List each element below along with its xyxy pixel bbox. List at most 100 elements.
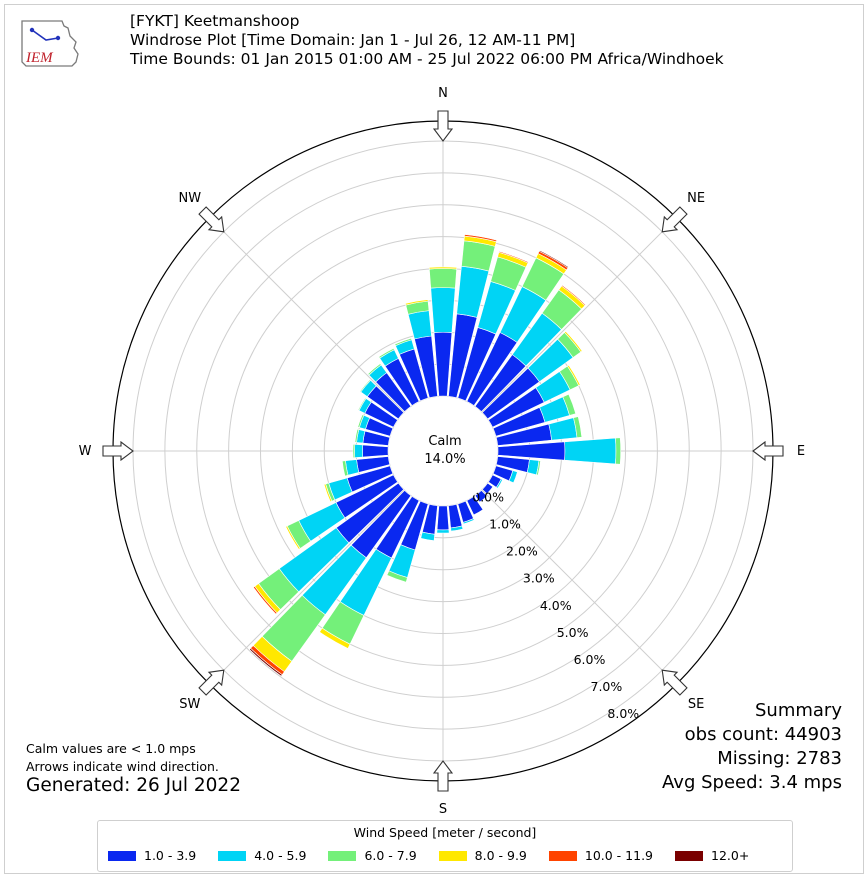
direction-label: E [797,444,805,459]
legend-label: 12.0+ [711,848,750,863]
legend-item: 8.0 - 9.9 [438,848,527,863]
direction-label: NE [687,191,705,206]
windrose-bar-segment [466,496,484,516]
direction-arrow-icon [198,669,225,696]
legend-item: 4.0 - 5.9 [218,848,306,863]
windrose-bar-segment [420,531,436,541]
windrose-bar-segment [248,647,283,677]
grid-spoke [209,217,405,413]
grid-spoke [481,217,677,413]
radial-tick-label: 5.0% [557,625,589,640]
legend-title: Wind Speed [meter / second] [353,825,537,840]
windrose-bar-segment [474,489,488,503]
chart-title-domain: Windrose Plot [Time Domain: Jan 1 - Jul … [130,31,576,49]
summary-missing: Missing: 2783 [717,748,842,769]
direction-arrow-icon [661,669,688,696]
legend-swatch [218,850,247,861]
windrose-bar-segment [354,444,364,458]
windrose-bar-segment [323,483,333,503]
calm-center: Calm 14.0% [389,397,497,505]
radial-tick-label: 2.0% [506,544,538,559]
direction-labels: N NE E SE S SW W NW [79,86,806,817]
chart-title-station: [FYKT] Keetmanshoop [130,12,300,30]
windrose-bar-segment [436,529,450,534]
windrose-bar-segment [564,437,617,465]
windrose-bar-segment [538,249,569,269]
radial-tick-label: 8.0% [607,706,639,721]
windrose-bar-segment [359,379,371,393]
radial-tick-label: 6.0% [574,652,606,667]
direction-arrow-icon [102,440,134,462]
arrow-note: Arrows indicate wind direction. [26,759,219,774]
windrose-bar-segment [508,470,518,484]
windrose-bar-segment [562,393,577,416]
direction-arrow-icon [432,110,454,142]
windrose-bar-segment [354,428,360,443]
legend-swatch [675,850,703,861]
chart-title-bounds: Time Bounds: 01 Jan 2015 01:00 AM - 25 J… [130,50,724,68]
windrose-bar-segment [464,234,498,243]
windrose-bar-segment [462,518,475,525]
legend-swatch [328,850,357,861]
direction-arrow-icon [661,206,688,233]
windrose-bar-segment [481,482,494,495]
legend-label: 10.0 - 11.9 [584,848,653,863]
legend-label: 4.0 - 5.9 [254,848,307,863]
windrose-bar-segment [567,364,581,387]
legend-swatch [438,850,467,861]
calm-circle [389,397,497,505]
windrose-bar-segment [386,570,408,583]
grid-spoke [481,489,677,685]
grid-spoke [209,489,405,685]
windrose-bar-segment [341,460,349,477]
windrose-bar-segment [357,414,365,428]
calm-label: Calm [428,434,461,449]
direction-label: NW [179,191,202,206]
windrose-bars [248,234,622,677]
direction-label: W [79,444,92,459]
windrose-bar-segment [352,443,356,459]
direction-arrow-icon [198,206,225,233]
legend-item: 10.0 - 11.9 [548,848,653,863]
radial-tick-label: 1.0% [489,517,521,532]
legend-item: 12.0+ [675,848,749,863]
windrose-bar-segment [564,330,583,353]
windrose-bar-segment [495,478,504,489]
radial-tick-label: 4.0% [540,598,572,613]
windrose-bar-segment [436,505,450,531]
radial-tick-label: 3.0% [523,571,555,586]
legend-item: 1.0 - 3.9 [108,848,196,863]
legend-items: 1.0 - 3.9 4.0 - 5.9 6.0 - 7.9 8.0 - 9.9 10.0… [108,848,771,863]
windrose-bar-segment [405,299,429,306]
legend-label: 8.0 - 9.9 [474,848,527,863]
windrose-bar-segment [536,460,541,476]
direction-arrow-icon [752,440,784,462]
windrose-bar-segment [362,444,389,458]
windrose-bar-segment [430,287,456,333]
legend-swatch [548,850,577,861]
svg-text:IEM: IEM [25,50,54,66]
summary-heading: Summary [755,700,842,721]
direction-label: N [438,86,448,101]
windrose-bar-segment [367,363,382,376]
windrose-bar-segment [428,266,458,270]
windrose-bar-segment [450,525,464,532]
windrose-bar-segment [615,437,622,465]
calm-value: 14.0% [424,452,465,467]
direction-label: SW [179,697,200,712]
legend-label: 6.0 - 7.9 [364,848,417,863]
windrose-bar-segment [394,337,413,347]
direction-arrow-icon [432,760,454,792]
summary-obs-count: obs count: 44903 [684,724,842,745]
radial-tick-label: 0.0% [472,490,504,505]
windrose-bar-segment [319,627,351,649]
radial-tick-label: 7.0% [591,679,623,694]
legend: Wind Speed [meter / second] 1.0 - 3.9 4.0… [97,820,793,872]
windrose-bar-segment [285,525,301,550]
calm-note: Calm values are < 1.0 mps [26,741,196,756]
windrose-bar-segment [378,347,395,359]
summary-avg-speed: Avg Speed: 3.4 mps [662,772,842,793]
legend-swatch [108,850,136,861]
iem-logo: IEM [21,20,79,67]
